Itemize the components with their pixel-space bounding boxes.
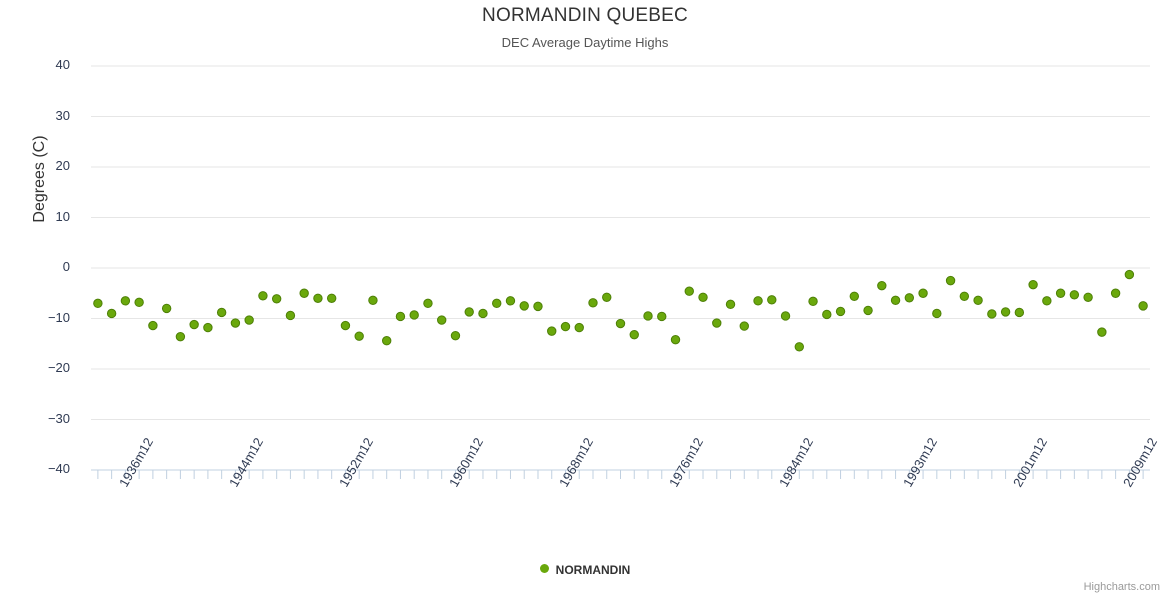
legend-item-label: NORMANDIN bbox=[555, 562, 631, 577]
data-point[interactable] bbox=[918, 288, 928, 298]
data-point[interactable] bbox=[271, 294, 282, 304]
x-axis-ticks bbox=[97, 470, 1144, 479]
data-point[interactable] bbox=[987, 309, 997, 319]
data-point[interactable] bbox=[1055, 288, 1066, 298]
data-point[interactable] bbox=[1028, 279, 1038, 290]
data-point[interactable] bbox=[1000, 307, 1011, 317]
data-point[interactable] bbox=[1042, 296, 1052, 306]
data-point[interactable] bbox=[945, 275, 956, 286]
gridlines bbox=[91, 65, 1150, 471]
data-point[interactable] bbox=[1014, 307, 1025, 318]
data-point[interactable] bbox=[381, 336, 392, 346]
data-point[interactable] bbox=[629, 329, 639, 340]
data-point[interactable] bbox=[478, 308, 488, 319]
data-point[interactable] bbox=[739, 321, 749, 331]
data-point[interactable] bbox=[244, 315, 254, 325]
data-point[interactable] bbox=[670, 335, 681, 345]
data-point[interactable] bbox=[464, 307, 474, 317]
data-point[interactable] bbox=[973, 295, 983, 306]
data-point[interactable] bbox=[767, 295, 777, 305]
y-axis-tick-label: −30 bbox=[47, 410, 70, 426]
data-point[interactable] bbox=[175, 331, 186, 342]
data-point[interactable] bbox=[863, 305, 873, 316]
y-axis-tick-label: 30 bbox=[55, 107, 70, 123]
data-point[interactable] bbox=[134, 297, 144, 308]
data-point[interactable] bbox=[120, 296, 131, 306]
y-axis-tick-label: −20 bbox=[47, 360, 70, 375]
legend-item-normandin[interactable]: NORMANDIN bbox=[539, 562, 631, 577]
data-point[interactable] bbox=[505, 296, 516, 306]
data-point[interactable] bbox=[533, 301, 543, 312]
data-point[interactable] bbox=[326, 293, 337, 303]
data-point[interactable] bbox=[835, 306, 846, 317]
data-point[interactable] bbox=[615, 318, 626, 329]
data-point[interactable] bbox=[657, 311, 667, 322]
y-axis-tick-label: 40 bbox=[55, 57, 70, 72]
data-point[interactable] bbox=[203, 322, 213, 333]
data-point[interactable] bbox=[285, 310, 296, 321]
data-point[interactable] bbox=[753, 296, 763, 306]
chart-legend: NORMANDIN bbox=[0, 562, 1170, 577]
data-point[interactable] bbox=[450, 330, 461, 341]
data-point[interactable] bbox=[216, 307, 227, 318]
data-point[interactable] bbox=[643, 311, 653, 321]
data-point[interactable] bbox=[780, 311, 791, 321]
data-point[interactable] bbox=[189, 319, 199, 330]
data-point[interactable] bbox=[725, 299, 736, 310]
data-point[interactable] bbox=[849, 291, 860, 301]
data-point[interactable] bbox=[93, 298, 103, 309]
chart-subtitle: DEC Average Daytime Highs bbox=[501, 35, 669, 50]
data-point[interactable] bbox=[794, 342, 804, 352]
data-point[interactable] bbox=[519, 301, 529, 311]
data-point[interactable] bbox=[1069, 290, 1080, 300]
data-point[interactable] bbox=[492, 298, 502, 309]
data-point[interactable] bbox=[574, 322, 584, 333]
data-point[interactable] bbox=[877, 280, 887, 291]
data-point[interactable] bbox=[423, 298, 433, 309]
data-point[interactable] bbox=[808, 296, 818, 307]
chart-title: NORMANDIN QUEBEC bbox=[482, 5, 688, 26]
y-axis-tick-label: −10 bbox=[47, 309, 70, 325]
y-axis-tick-label: −40 bbox=[47, 461, 70, 476]
data-point[interactable] bbox=[299, 288, 309, 298]
data-point[interactable] bbox=[161, 303, 172, 314]
data-point[interactable] bbox=[409, 310, 419, 320]
data-point[interactable] bbox=[698, 292, 708, 302]
data-point[interactable] bbox=[106, 308, 117, 319]
data-point[interactable] bbox=[395, 311, 406, 322]
data-point[interactable] bbox=[904, 293, 915, 303]
data-point[interactable] bbox=[354, 331, 364, 341]
data-point[interactable] bbox=[959, 291, 970, 301]
y-axis-tick-label: 0 bbox=[62, 259, 70, 274]
data-point[interactable] bbox=[1097, 327, 1107, 337]
legend-marker-icon bbox=[539, 564, 549, 574]
data-point[interactable] bbox=[547, 326, 557, 336]
data-point[interactable] bbox=[1110, 288, 1121, 298]
data-point[interactable] bbox=[313, 293, 323, 303]
highcharts-credit[interactable]: Highcharts.com bbox=[1083, 581, 1160, 593]
data-point[interactable] bbox=[1083, 292, 1093, 302]
data-point[interactable] bbox=[230, 318, 241, 328]
data-point[interactable] bbox=[890, 295, 901, 306]
data-point[interactable] bbox=[340, 320, 351, 331]
data-point[interactable] bbox=[258, 291, 268, 301]
data-point[interactable] bbox=[1124, 269, 1135, 280]
data-point[interactable] bbox=[602, 292, 612, 302]
y-axis-tick-label: 20 bbox=[55, 158, 70, 173]
data-point[interactable] bbox=[588, 298, 598, 308]
data-point[interactable] bbox=[712, 318, 722, 328]
data-point[interactable] bbox=[684, 286, 694, 296]
data-point[interactable] bbox=[932, 308, 942, 319]
data-points[interactable] bbox=[93, 269, 1148, 352]
data-point[interactable] bbox=[437, 315, 447, 325]
data-point[interactable] bbox=[822, 309, 832, 320]
data-point[interactable] bbox=[148, 320, 158, 331]
data-point[interactable] bbox=[368, 295, 378, 306]
data-point[interactable] bbox=[560, 321, 571, 332]
data-point[interactable] bbox=[1138, 301, 1148, 311]
y-axis-tick-label: 10 bbox=[55, 208, 70, 224]
